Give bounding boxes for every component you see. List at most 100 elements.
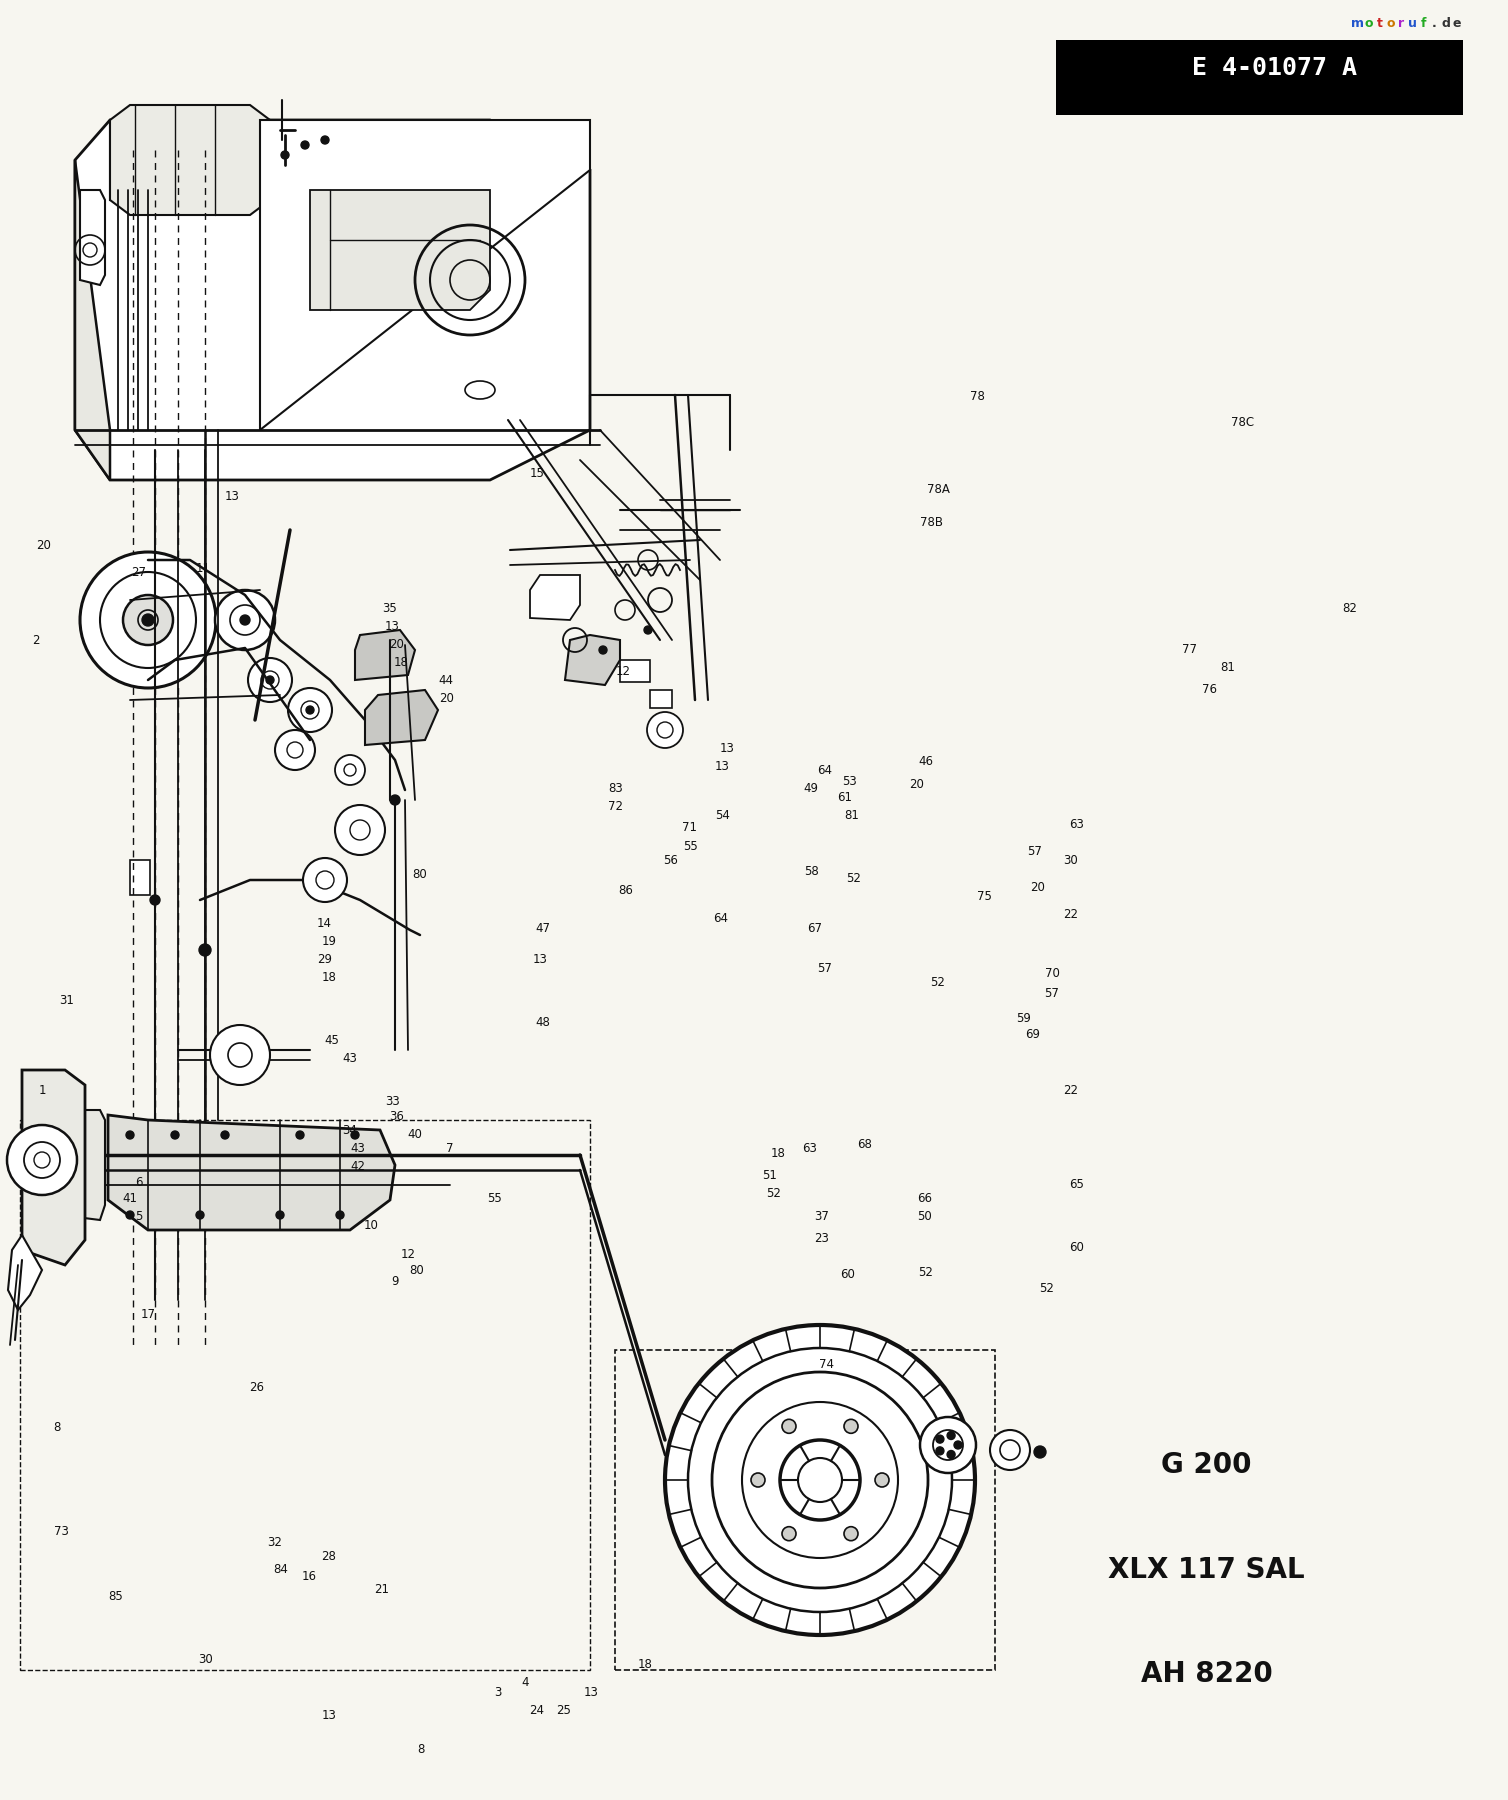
Circle shape [127,1211,134,1219]
Polygon shape [8,1235,42,1310]
Polygon shape [23,1069,84,1265]
Text: 18: 18 [394,655,409,670]
Polygon shape [110,104,270,214]
Polygon shape [529,574,581,619]
Text: .: . [1433,16,1437,31]
Text: 35: 35 [382,601,397,616]
Circle shape [920,1417,976,1472]
Circle shape [149,895,160,905]
Text: 84: 84 [273,1562,288,1577]
Circle shape [955,1442,962,1449]
Circle shape [336,1211,344,1219]
Circle shape [875,1472,890,1487]
Polygon shape [109,1114,395,1229]
Circle shape [199,943,211,956]
Text: 44: 44 [439,673,454,688]
Text: 54: 54 [715,808,730,823]
Text: 47: 47 [535,922,550,936]
Polygon shape [110,121,259,200]
Text: 19: 19 [321,934,336,949]
Text: 20: 20 [389,637,404,652]
Text: 82: 82 [1342,601,1357,616]
Circle shape [844,1526,858,1541]
Text: 12: 12 [615,664,630,679]
Text: 46: 46 [918,754,933,769]
Text: 74: 74 [819,1357,834,1372]
Bar [615,1350,995,1670]
Circle shape [780,1440,860,1519]
Text: 81: 81 [1220,661,1235,675]
Text: 13: 13 [532,952,547,967]
Text: 70: 70 [1045,967,1060,981]
Text: 78C: 78C [1231,416,1255,430]
Text: u: u [1408,16,1418,31]
Text: 64: 64 [817,763,832,778]
Circle shape [222,1130,229,1139]
Text: 51: 51 [762,1168,777,1183]
Text: 8: 8 [54,1420,60,1435]
Text: f: f [1421,16,1427,31]
Text: 5: 5 [136,1210,142,1224]
Text: 60: 60 [1069,1240,1084,1255]
Text: 52: 52 [918,1265,933,1280]
Text: 50: 50 [917,1210,932,1224]
Text: 55: 55 [683,839,698,853]
Text: 11: 11 [196,562,211,576]
Text: 61: 61 [837,790,852,805]
Text: 73: 73 [54,1525,69,1539]
Text: 22: 22 [1063,1084,1078,1098]
Text: 57: 57 [1027,844,1042,859]
Text: 75: 75 [977,889,992,904]
Bar [130,860,149,895]
Text: 41: 41 [122,1192,137,1206]
Circle shape [644,626,651,634]
Text: 52: 52 [846,871,861,886]
Text: 78A: 78A [926,482,950,497]
Circle shape [288,688,332,733]
Text: 25: 25 [556,1703,572,1717]
Text: m: m [1351,16,1365,31]
Text: 23: 23 [814,1231,829,1246]
Text: 16: 16 [302,1570,317,1584]
Text: 8: 8 [418,1742,424,1757]
Text: 21: 21 [374,1582,389,1597]
Text: 67: 67 [807,922,822,936]
Text: 36: 36 [389,1109,404,1123]
Bar [650,689,673,707]
Polygon shape [566,635,620,686]
Circle shape [296,1130,305,1139]
Text: 60: 60 [840,1267,855,1282]
Text: 77: 77 [1182,643,1197,657]
Circle shape [247,659,293,702]
Polygon shape [60,1111,106,1220]
Text: 83: 83 [608,781,623,796]
Text: d: d [1442,16,1451,31]
Circle shape [127,1130,134,1139]
Text: 85: 85 [109,1589,124,1604]
Circle shape [989,1429,1030,1471]
Circle shape [844,1420,858,1433]
Text: 63: 63 [1069,817,1084,832]
Text: r: r [1398,16,1404,31]
Text: AH 8220: AH 8220 [1140,1660,1273,1688]
Text: 68: 68 [857,1138,872,1152]
Circle shape [276,1211,284,1219]
Bar [620,661,650,682]
Circle shape [196,1211,204,1219]
Text: e: e [1452,16,1461,31]
Circle shape [783,1420,796,1433]
Text: 13: 13 [321,1708,336,1723]
Text: 28: 28 [321,1550,336,1564]
Circle shape [335,754,365,785]
Bar [20,1120,590,1670]
Text: 30: 30 [1063,853,1078,868]
Circle shape [1034,1445,1047,1458]
Polygon shape [80,191,106,284]
Text: 80: 80 [409,1264,424,1278]
Circle shape [783,1526,796,1541]
Text: 66: 66 [917,1192,932,1206]
Circle shape [751,1472,765,1487]
Text: 78B: 78B [920,515,944,529]
Text: 72: 72 [608,799,623,814]
Text: 52: 52 [930,976,946,990]
